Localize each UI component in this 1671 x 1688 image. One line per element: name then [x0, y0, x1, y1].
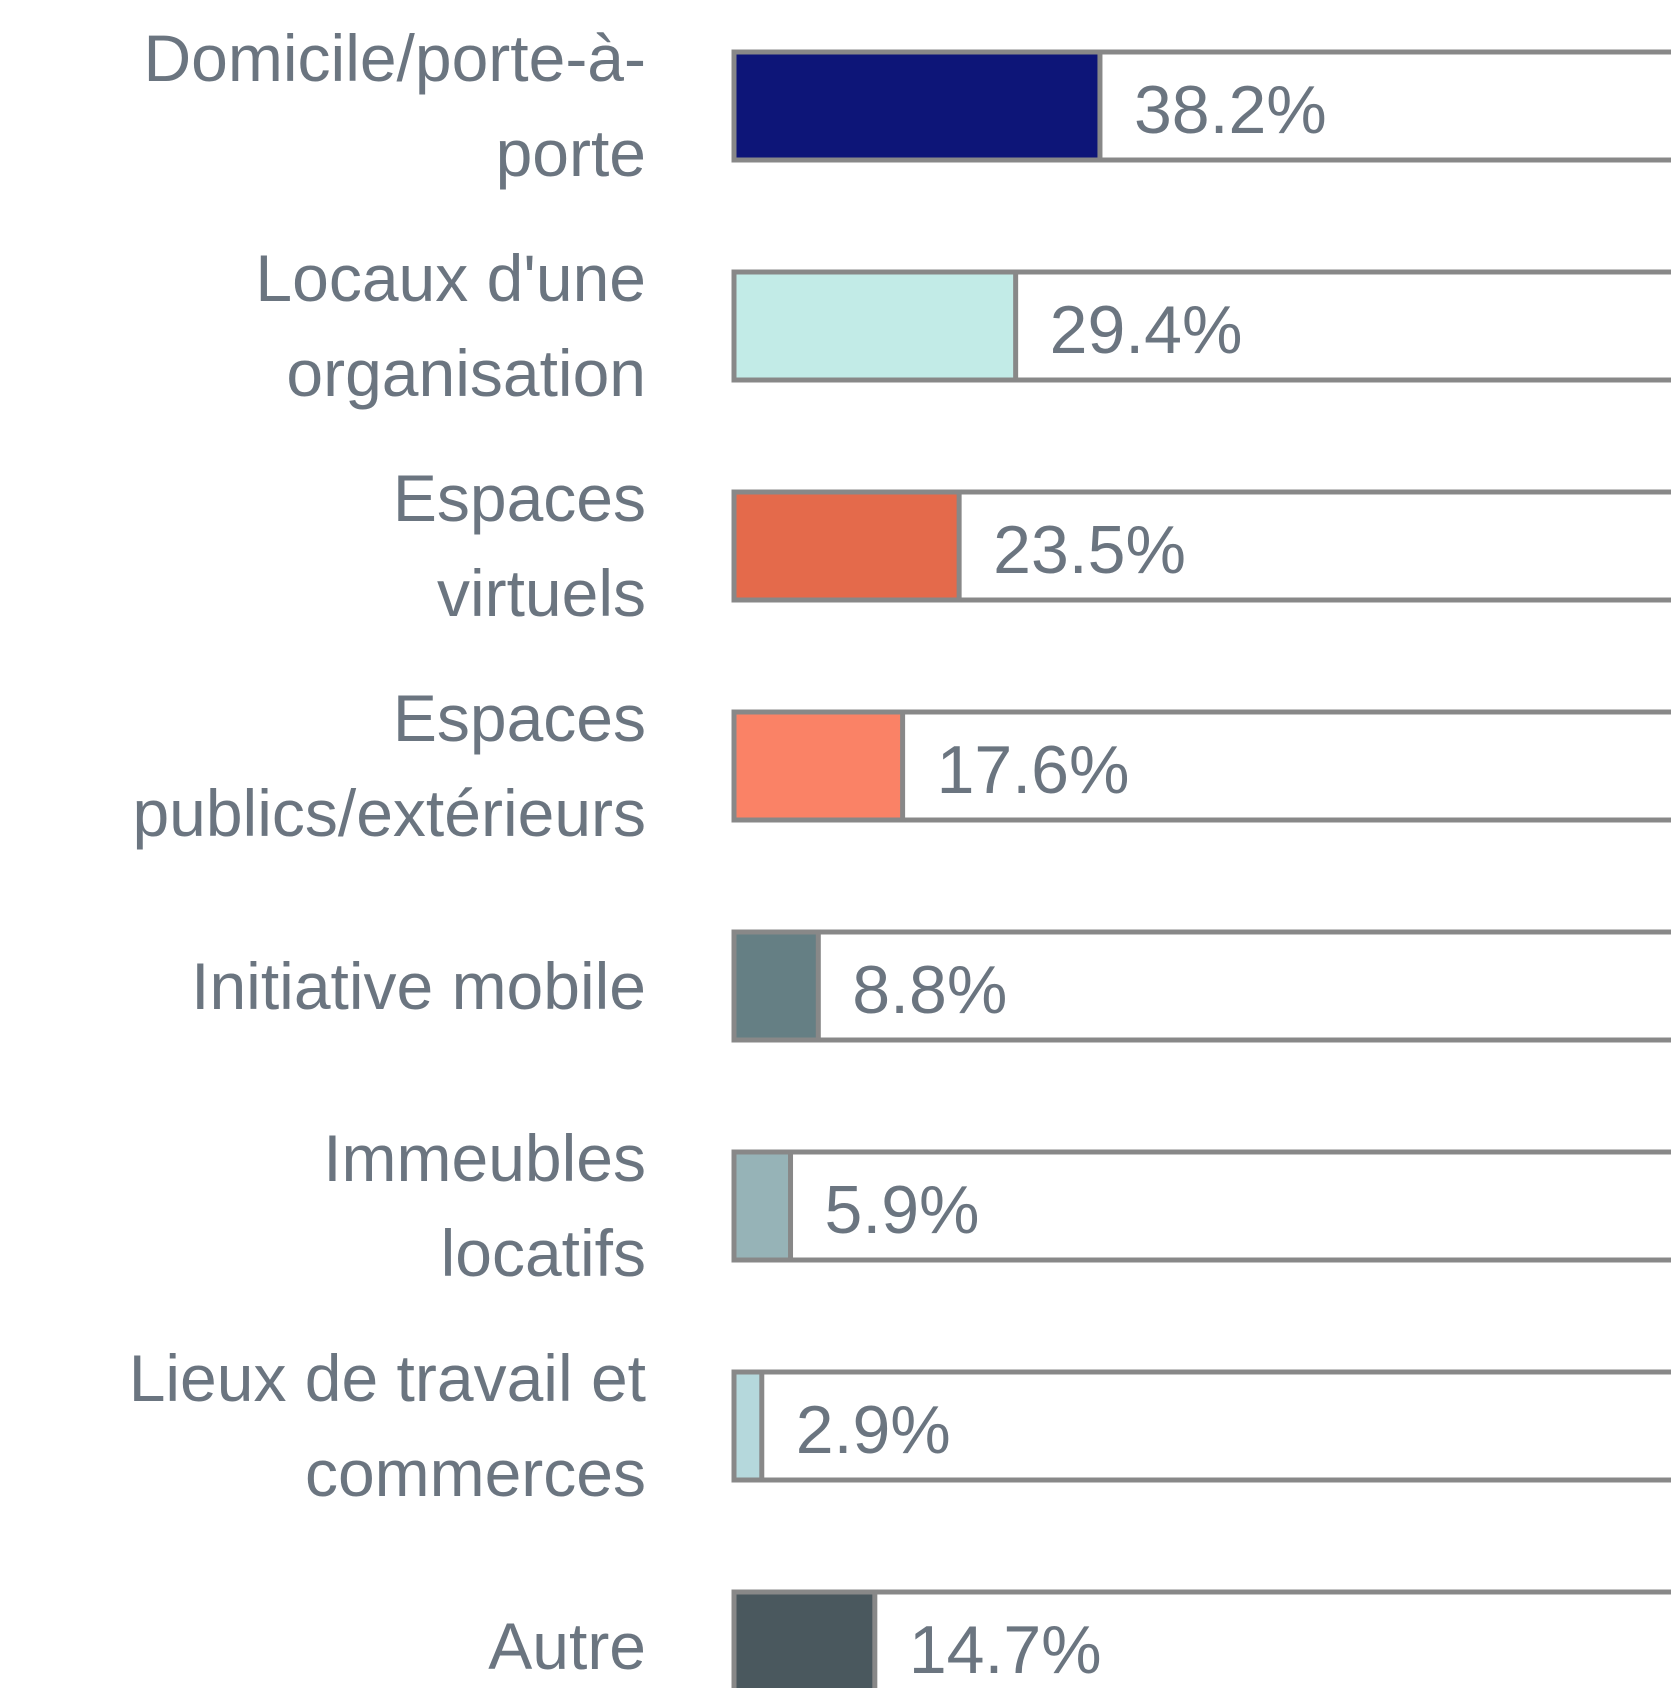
category-label: Initiative mobile [26, 876, 646, 1096]
bar [731, 49, 1103, 163]
value-label: 8.8% [852, 950, 1007, 1030]
bar [731, 1589, 878, 1688]
category-label-text: Initiative mobile [191, 948, 646, 1023]
value-label: 14.7% [909, 1610, 1102, 1688]
bar [731, 1149, 794, 1263]
category-label-text: Espaces publics/extérieurs [132, 681, 646, 850]
category-label: Lieux de travail et commerces [76, 1316, 646, 1536]
bar [731, 489, 962, 603]
category-label: Espaces publics/extérieurs [26, 656, 646, 876]
category-label: Domicile/porte-à-porte [86, 0, 646, 216]
category-label: Immeubles locatifs [226, 1096, 646, 1316]
value-label: 38.2% [1134, 70, 1327, 150]
value-label-text: 14.7% [908, 1612, 1102, 1688]
value-label-text: 29.4% [1049, 292, 1243, 368]
category-label-text: Lieux de travail et commerces [128, 1341, 646, 1510]
category-label-text: Immeubles locatifs [323, 1121, 646, 1290]
bar [731, 269, 1019, 383]
bar [731, 709, 906, 823]
value-label: 29.4% [1050, 290, 1243, 370]
bar [731, 929, 821, 1043]
bar-track [731, 1369, 1671, 1483]
value-label-text: 23.5% [993, 512, 1186, 588]
value-label-text: 17.6% [936, 732, 1130, 808]
category-label-text: Locaux d'une organisation [255, 241, 646, 410]
category-label-text: Domicile/porte-à-porte [143, 21, 646, 190]
value-label: 2.9% [796, 1390, 951, 1470]
value-label-text: 2.9% [795, 1392, 951, 1468]
bar-track [731, 1589, 1671, 1688]
value-label-text: 8.8% [852, 952, 1008, 1028]
value-label: 23.5% [993, 510, 1186, 590]
value-label-text: 5.9% [824, 1172, 980, 1248]
category-label: Autre [26, 1536, 646, 1688]
value-label: 5.9% [825, 1170, 980, 1250]
value-label-text: 38.2% [1133, 72, 1327, 148]
category-label-text: Autre [488, 1608, 646, 1683]
category-label-text: Espaces virtuels [392, 461, 646, 630]
category-label: Locaux d'une organisation [46, 216, 646, 436]
bar [731, 1369, 765, 1483]
value-label: 17.6% [937, 730, 1130, 810]
category-label: Espaces virtuels [316, 436, 646, 656]
